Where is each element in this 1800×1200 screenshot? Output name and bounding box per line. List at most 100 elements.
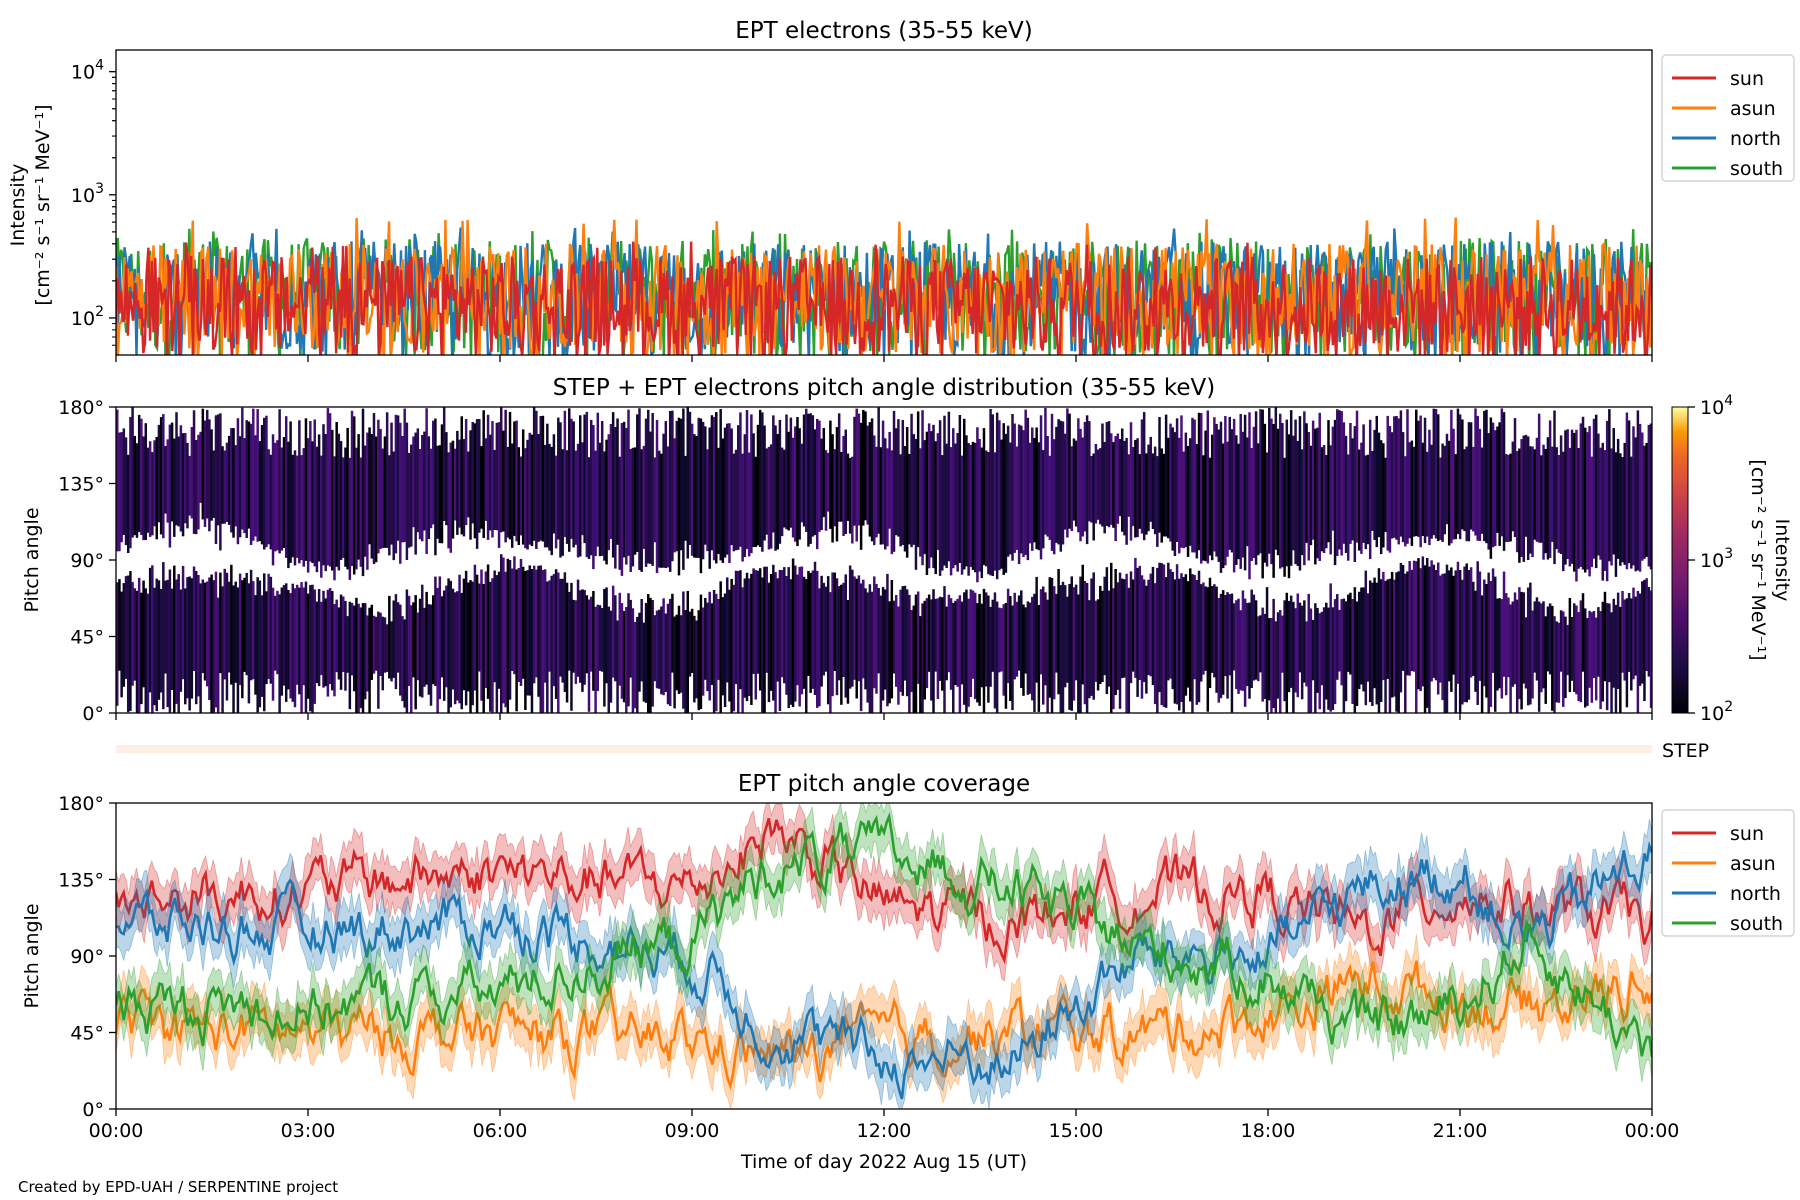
legend-label-asun: asun bbox=[1730, 98, 1776, 120]
heatmap-cell bbox=[662, 433, 665, 568]
heatmap-cell bbox=[249, 569, 253, 681]
heatmap-cell bbox=[1079, 428, 1082, 542]
heatmap-cell bbox=[761, 412, 764, 552]
heatmap-cell bbox=[1171, 571, 1174, 690]
panel3-y-ticks: 0° 45° 90° 135° 180° bbox=[58, 793, 116, 1121]
heatmap-cell bbox=[1546, 437, 1550, 560]
heatmap-cell bbox=[743, 434, 747, 558]
heatmap-cell bbox=[543, 444, 547, 548]
heatmap-cell bbox=[269, 576, 273, 684]
heatmap-cell bbox=[1077, 418, 1080, 533]
heatmap-cell bbox=[1068, 584, 1071, 710]
heatmap-cell bbox=[563, 410, 567, 538]
heatmap-cell bbox=[201, 408, 205, 520]
heatmap-cell bbox=[186, 442, 189, 529]
heatmap-cell bbox=[1138, 454, 1142, 529]
heatmap-cell bbox=[750, 414, 753, 554]
heatmap-cell bbox=[675, 420, 679, 552]
heatmap-cell bbox=[616, 620, 619, 713]
heatmap-cell bbox=[289, 593, 292, 699]
heatmap-cell bbox=[532, 565, 536, 684]
heatmap-cell bbox=[1074, 584, 1078, 681]
heatmap-cell bbox=[1226, 441, 1229, 557]
heatmap-cell bbox=[1540, 603, 1543, 693]
heatmap-cell bbox=[188, 576, 191, 711]
heatmap-cell bbox=[1257, 443, 1260, 556]
heatmap-cell bbox=[173, 438, 176, 537]
heatmap-cell bbox=[1476, 415, 1479, 541]
heatmap-cell bbox=[859, 583, 863, 712]
heatmap-cell bbox=[741, 587, 744, 713]
heatmap-cell bbox=[302, 448, 305, 567]
heatmap-cell bbox=[987, 452, 990, 575]
heatmap-cell bbox=[897, 419, 900, 537]
heatmap-cell bbox=[328, 413, 332, 567]
heatmap-cell bbox=[1325, 602, 1328, 700]
heatmap-cell bbox=[787, 567, 790, 709]
heatmap-cell bbox=[363, 603, 367, 700]
heatmap-cell bbox=[1092, 572, 1095, 700]
heatmap-cell bbox=[1316, 607, 1319, 693]
heatmap-cell bbox=[846, 453, 850, 521]
heatmap-cell bbox=[1533, 601, 1536, 673]
heatmap-cell bbox=[1081, 564, 1084, 685]
heatmap-cell bbox=[673, 438, 676, 553]
heatmap-cell bbox=[1357, 591, 1361, 690]
heatmap-cell bbox=[605, 439, 608, 565]
heatmap-cell bbox=[181, 433, 185, 537]
heatmap-cell bbox=[958, 595, 962, 713]
heatmap-cell bbox=[1300, 449, 1304, 556]
heatmap-cell bbox=[912, 605, 916, 713]
heatmap-cell bbox=[1570, 429, 1574, 564]
heatmap-cell bbox=[245, 420, 248, 538]
heatmap-cell bbox=[1357, 449, 1361, 551]
heatmap-cell bbox=[1568, 447, 1572, 567]
heatmap-cell bbox=[1562, 611, 1565, 707]
heatmap-cell bbox=[1285, 419, 1289, 567]
heatmap-cell bbox=[1608, 603, 1611, 683]
heatmap-cell bbox=[844, 574, 847, 698]
heatmap-cell bbox=[1570, 617, 1574, 681]
heatmap-cell bbox=[1329, 445, 1332, 555]
heatmap-cell bbox=[241, 407, 244, 530]
heatmap-cell bbox=[1226, 592, 1229, 699]
heatmap-cell bbox=[767, 582, 771, 703]
heatmap-cell bbox=[550, 575, 553, 713]
heatmap-cell bbox=[342, 457, 345, 558]
heatmap-cell bbox=[205, 581, 209, 687]
heatmap-cell bbox=[372, 413, 376, 565]
heatmap-cell bbox=[877, 588, 880, 674]
heatmap-cell bbox=[969, 589, 973, 697]
heatmap-cell bbox=[1167, 562, 1170, 681]
heatmap-cell bbox=[941, 597, 944, 691]
heatmap-cell bbox=[715, 412, 718, 564]
heatmap-cell bbox=[1638, 593, 1642, 686]
heatmap-cell bbox=[383, 617, 387, 673]
heatmap-cell bbox=[919, 448, 922, 557]
heatmap-cell bbox=[302, 587, 305, 686]
heatmap-cell bbox=[651, 413, 654, 566]
heatmap-cell bbox=[405, 589, 409, 713]
heatmap-cell bbox=[421, 584, 424, 698]
heatmap-cell bbox=[320, 601, 323, 676]
heatmap-cell bbox=[1412, 446, 1416, 537]
heatmap-cell bbox=[521, 429, 525, 545]
heatmap-cell bbox=[236, 587, 240, 713]
heatmap-cell bbox=[763, 425, 766, 541]
heatmap-cell bbox=[1610, 448, 1613, 566]
heatmap-cell bbox=[1268, 407, 1271, 554]
heatmap-cell bbox=[949, 598, 953, 690]
heatmap-cell bbox=[177, 436, 180, 527]
heatmap-cell bbox=[280, 447, 284, 551]
heatmap-cell bbox=[1031, 596, 1034, 701]
heatmap-cell bbox=[168, 424, 172, 548]
heatmap-cell bbox=[153, 440, 156, 527]
heatmap-cell bbox=[1590, 612, 1594, 703]
heatmap-cell bbox=[1340, 599, 1343, 686]
heatmap-cell bbox=[682, 408, 685, 570]
heatmap-cell bbox=[162, 414, 165, 539]
heatmap-cell bbox=[357, 434, 360, 560]
heatmap-cell bbox=[190, 427, 194, 519]
heatmap-cell bbox=[719, 409, 722, 561]
heatmap-cell bbox=[1351, 599, 1354, 704]
